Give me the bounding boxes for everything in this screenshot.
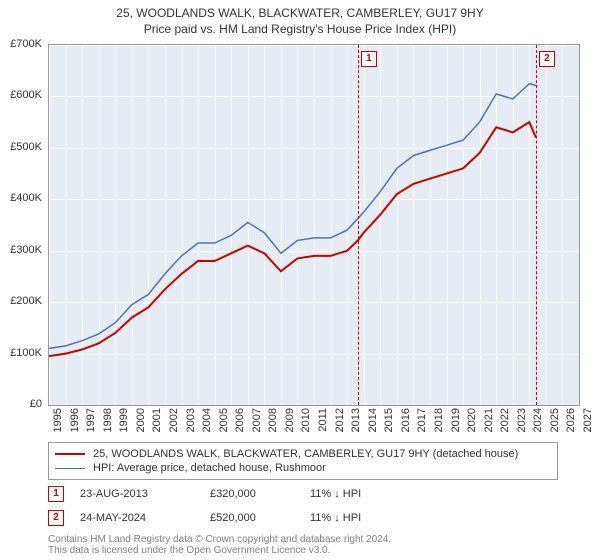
x-tick-label: 1996 <box>69 408 81 432</box>
x-tick-label: 2017 <box>416 408 428 432</box>
y-axis: £0£100K£200K£300K£400K£500K£600K£700K <box>0 44 46 406</box>
footnote: Contains HM Land Registry data © Crown c… <box>48 534 391 556</box>
x-tick-label: 1995 <box>52 408 64 432</box>
x-tick-label: 2007 <box>251 408 263 432</box>
x-tick-label: 2022 <box>499 408 511 432</box>
x-tick-label: 2020 <box>466 408 478 432</box>
x-tick-label: 2011 <box>317 408 329 432</box>
event-row: 2 24-MAY-2024£520,00011% ↓ HPI <box>48 506 572 530</box>
legend: 25, WOODLANDS WALK, BLACKWATER, CAMBERLE… <box>48 442 558 480</box>
x-tick-label: 2002 <box>168 408 180 432</box>
x-tick-label: 2000 <box>135 408 147 432</box>
event-date: 23-AUG-2013 <box>80 488 210 500</box>
x-tick-label: 2015 <box>383 408 395 432</box>
event-badge: 2 <box>48 510 64 526</box>
event-date: 24-MAY-2024 <box>80 512 210 524</box>
x-tick-label: 2016 <box>400 408 412 432</box>
gridline-v <box>579 45 580 405</box>
y-tick-label: £100K <box>10 347 42 359</box>
legend-label: HPI: Average price, detached house, Rush… <box>93 462 326 474</box>
x-tick-label: 2024 <box>532 408 544 432</box>
x-tick-label: 1999 <box>118 408 130 432</box>
x-tick-label: 2001 <box>151 408 163 432</box>
event-delta: 11% ↓ HPI <box>310 512 430 524</box>
plot-area: 12 <box>48 44 580 406</box>
x-tick-label: 1998 <box>102 408 114 432</box>
x-tick-label: 2018 <box>433 408 445 432</box>
y-tick-label: £600K <box>10 89 42 101</box>
event-delta: 11% ↓ HPI <box>310 488 430 500</box>
x-tick-label: 2005 <box>218 408 230 432</box>
reference-line <box>536 45 537 405</box>
reference-badge: 1 <box>361 51 377 67</box>
event-price: £320,000 <box>210 488 310 500</box>
reference-line <box>358 45 359 405</box>
x-tick-label: 2027 <box>582 408 594 432</box>
y-tick-label: £200K <box>10 295 42 307</box>
chart-title-line2: Price paid vs. HM Land Registry's House … <box>0 20 600 36</box>
x-tick-label: 2004 <box>201 408 213 432</box>
x-tick-label: 2012 <box>334 408 346 432</box>
event-table: 1 23-AUG-2013£320,00011% ↓ HPI 2 24-MAY-202… <box>48 482 572 530</box>
chart-container: { "title": { "line1": "25, WOODLANDS WAL… <box>0 0 600 560</box>
y-tick-label: £500K <box>10 141 42 153</box>
y-tick-label: £400K <box>10 192 42 204</box>
x-tick-label: 2026 <box>565 408 577 432</box>
x-tick-label: 2010 <box>300 408 312 432</box>
footnote-line1: Contains HM Land Registry data © Crown c… <box>48 534 391 545</box>
legend-item: 25, WOODLANDS WALK, BLACKWATER, CAMBERLE… <box>55 447 551 461</box>
x-axis: 1995 1996 1997 1998 1999 2000 2001 2002 2003 2004… <box>48 406 580 446</box>
series-price_paid <box>49 122 536 356</box>
x-tick-label: 1997 <box>85 408 97 432</box>
x-tick-label: 2025 <box>549 408 561 432</box>
y-tick-label: £700K <box>10 38 42 50</box>
legend-swatch <box>55 468 85 469</box>
x-tick-label: 2019 <box>450 408 462 432</box>
event-price: £520,000 <box>210 512 310 524</box>
x-tick-label: 2014 <box>367 408 379 432</box>
x-tick-label: 2021 <box>483 408 495 432</box>
x-tick-label: 2008 <box>267 408 279 432</box>
event-badge: 1 <box>48 486 64 502</box>
x-tick-label: 2013 <box>350 408 362 432</box>
event-row: 1 23-AUG-2013£320,00011% ↓ HPI <box>48 482 572 506</box>
x-tick-label: 2006 <box>234 408 246 432</box>
y-tick-label: £0 <box>30 398 42 410</box>
chart-title-block: 25, WOODLANDS WALK, BLACKWATER, CAMBERLE… <box>0 0 600 36</box>
line-series-svg <box>49 45 579 405</box>
x-tick-label: 2003 <box>185 408 197 432</box>
chart-title-line1: 25, WOODLANDS WALK, BLACKWATER, CAMBERLE… <box>0 6 600 20</box>
legend-item: HPI: Average price, detached house, Rush… <box>55 461 551 475</box>
footnote-line2: This data is licensed under the Open Gov… <box>48 545 391 556</box>
y-tick-label: £300K <box>10 244 42 256</box>
legend-label: 25, WOODLANDS WALK, BLACKWATER, CAMBERLE… <box>93 448 518 460</box>
reference-badge: 2 <box>539 51 555 67</box>
series-hpi <box>49 84 538 349</box>
x-tick-label: 2023 <box>516 408 528 432</box>
x-tick-label: 2009 <box>284 408 296 432</box>
legend-swatch <box>55 453 85 455</box>
